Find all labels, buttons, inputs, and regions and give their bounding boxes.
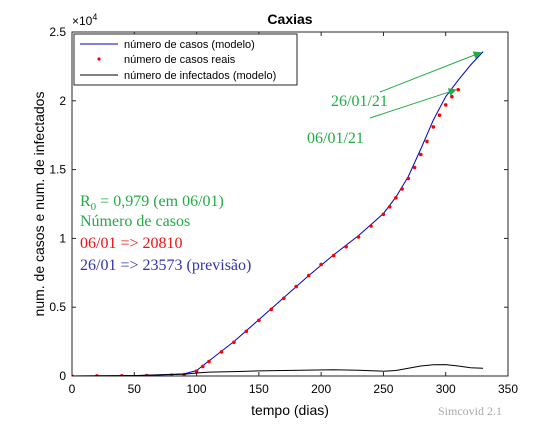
series-point-1	[412, 165, 417, 170]
info-r0: R0 = 0,979 (em 06/01)	[80, 193, 224, 213]
series-point-1	[456, 87, 461, 92]
x-tick-label: 300	[436, 382, 456, 396]
info-cases-0601: 06/01 => 20810	[80, 235, 183, 252]
y-tick-label: 0.5	[49, 300, 66, 314]
y-exponent-base: ×10	[72, 14, 93, 28]
series-point-1	[331, 253, 336, 258]
series-point-1	[387, 205, 392, 209]
series-point-1	[381, 212, 386, 217]
y-tick-label: 1	[59, 231, 66, 245]
series-point-1	[419, 152, 423, 157]
axis-ticks: 0 50 100 150 200 250 300 350 0 0.5 1 1.5 2 2.5	[49, 25, 518, 396]
series-point-1	[319, 262, 323, 267]
series-point-1	[207, 359, 211, 364]
y-tick-label: 2	[59, 94, 66, 108]
series-point-1	[431, 125, 436, 129]
watermark: Simcovid 2.1	[438, 404, 502, 418]
series-point-1	[201, 364, 205, 369]
x-tick-label: 50	[128, 382, 142, 396]
series-layer	[72, 51, 484, 376]
info-cases-2601: 26/01 => 23573 (previsão)	[80, 257, 251, 274]
series-point-1	[306, 273, 311, 278]
legend-label-model-infected: número de infectados (modelo)	[124, 70, 276, 82]
x-tick-label: 100	[187, 382, 207, 396]
legend-label-model-cases: número de casos (modelo)	[124, 39, 255, 51]
info-r0-subscript: 0	[91, 201, 97, 213]
date-annotations: 26/01/21 06/01/21	[307, 51, 482, 147]
series-point-1	[244, 329, 249, 334]
chart-title: Caxias	[267, 11, 312, 27]
series-point-1	[269, 307, 274, 312]
info-r0-symbol: R	[80, 193, 91, 210]
x-tick-label: 250	[373, 382, 393, 396]
x-tick-label: 150	[249, 382, 269, 396]
series-point-1	[257, 318, 261, 323]
series-point-1	[450, 94, 454, 99]
series-point-1	[406, 176, 411, 181]
y-tick-label: 1.5	[49, 163, 66, 177]
y-exponent-power: 4	[92, 12, 97, 22]
series-point-1	[232, 340, 236, 345]
series-point-1	[394, 196, 398, 200]
series-line-2	[72, 364, 484, 376]
legend-label-real-cases: número de casos reais	[124, 54, 236, 66]
info-r0-value: = 0,979 (em 06/01)	[96, 193, 224, 210]
y-exponent-label: ×104	[72, 12, 97, 28]
series-point-1	[294, 284, 299, 289]
x-tick-label: 350	[498, 382, 518, 396]
series-point-1	[400, 187, 404, 191]
legend-box	[73, 33, 298, 86]
y-tick-label: 0	[59, 369, 66, 383]
series-point-1	[437, 113, 442, 117]
series-point-1	[369, 224, 373, 228]
annotation-label-0601: 06/01/21	[307, 130, 364, 147]
annotation-label-2601: 26/01/21	[331, 93, 388, 110]
plot-area	[71, 31, 509, 377]
series-point-1	[194, 369, 199, 374]
y-axis-label: num. de casos e num. de infectados	[31, 92, 47, 317]
series-point-1	[425, 139, 429, 144]
legend: número de casos (modelo) número de casos…	[73, 33, 298, 86]
y-tick-label: 2.5	[49, 25, 66, 39]
annotation-arrow-0601	[369, 88, 457, 119]
series-point-1	[219, 350, 224, 354]
annotation-arrow-2601	[379, 51, 482, 93]
series-point-1	[443, 103, 448, 107]
legend-marker-real-cases	[97, 57, 101, 61]
series-point-1	[356, 235, 361, 239]
x-tick-label: 0	[69, 382, 76, 396]
series-point-1	[282, 296, 286, 301]
series-point-1	[344, 244, 348, 249]
info-cases-heading: Número de casos	[80, 213, 190, 230]
x-tick-label: 200	[311, 382, 331, 396]
x-axis-label: tempo (dias)	[251, 402, 329, 418]
info-block: R0 = 0,979 (em 06/01) Número de casos 06…	[80, 193, 251, 274]
